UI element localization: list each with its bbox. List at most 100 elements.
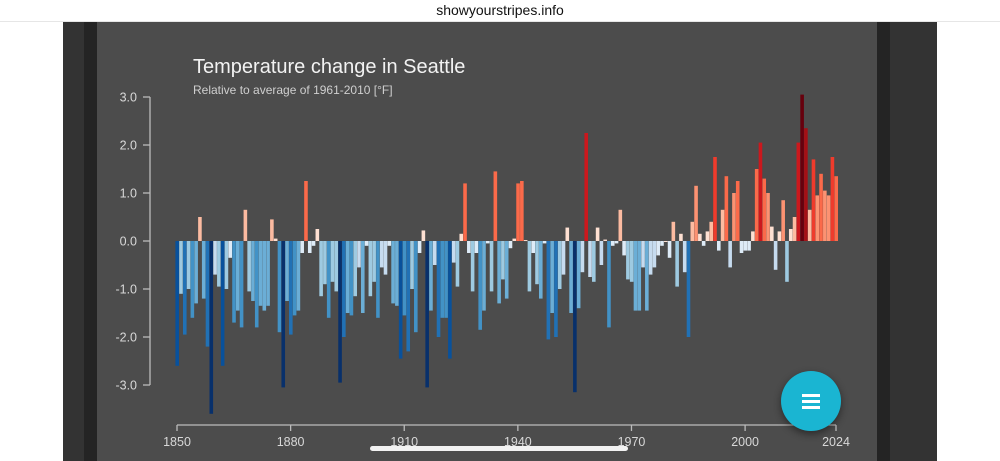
bar-1927 <box>467 241 471 253</box>
bar-1859 <box>209 241 214 414</box>
bar-1965 <box>610 241 615 246</box>
bar-1928 <box>470 241 475 292</box>
bar-1922 <box>448 241 452 359</box>
bar-2005 <box>762 178 767 241</box>
browser-url-bar[interactable]: showyourstripes.info <box>0 0 1000 22</box>
bar-2003 <box>754 169 759 241</box>
bar-1871 <box>254 241 259 328</box>
bar-2024 <box>834 176 838 241</box>
bar-2023 <box>830 157 835 241</box>
bar-1943 <box>527 241 532 292</box>
bar-1874 <box>266 241 270 306</box>
bar-1948 <box>546 241 551 340</box>
bar-1885 <box>307 241 312 253</box>
bar-1963 <box>603 239 607 241</box>
bar-1966 <box>614 241 619 244</box>
bar-2010 <box>781 200 785 241</box>
bar-1853 <box>186 241 191 289</box>
bar-2011 <box>785 241 789 282</box>
bar-1872 <box>258 241 263 306</box>
y-tick-label: -1.0 <box>115 283 137 297</box>
bar-1958 <box>584 133 589 241</box>
chart-subtitle: Relative to average of 1961-2010 [°F] <box>193 83 393 97</box>
bar-1980 <box>667 241 672 258</box>
bar-1992 <box>713 157 717 241</box>
y-tick-label: -3.0 <box>115 379 137 393</box>
bar-1868 <box>243 209 248 241</box>
x-tick-label: 2000 <box>731 435 759 449</box>
y-tick-label: 0.0 <box>120 235 137 249</box>
menu-icon-line <box>802 400 820 403</box>
bar-1942 <box>523 240 528 242</box>
bar-1993 <box>716 241 721 251</box>
bar-1994 <box>720 209 725 241</box>
bar-1956 <box>576 241 581 309</box>
bar-1976 <box>652 241 657 268</box>
bar-1977 <box>656 241 660 256</box>
bar-2020 <box>819 173 823 241</box>
y-tick-label: 3.0 <box>120 91 137 105</box>
bar-2017 <box>807 209 812 241</box>
bar-1900 <box>364 241 369 246</box>
bar-1894 <box>342 241 346 337</box>
bar-1867 <box>239 241 244 328</box>
bar-1940 <box>516 183 520 241</box>
bar-1897 <box>353 241 357 297</box>
bar-1860 <box>213 241 217 275</box>
bar-2019 <box>815 195 820 241</box>
bar-1918 <box>432 241 437 265</box>
bar-1850 <box>175 241 179 366</box>
bar-1968 <box>622 241 626 256</box>
bar-1907 <box>391 241 395 304</box>
bar-1895 <box>345 241 350 313</box>
bar-2014 <box>796 142 801 241</box>
y-tick-label: -2.0 <box>115 331 137 345</box>
bar-1896 <box>349 241 354 316</box>
bar-1920 <box>440 241 445 318</box>
bar-1924 <box>455 241 460 287</box>
bar-1882 <box>296 241 301 311</box>
bar-1883 <box>300 241 304 253</box>
bar-1975 <box>648 241 653 275</box>
menu-icon-line <box>802 406 820 409</box>
bar-1908 <box>395 241 399 306</box>
menu-button[interactable] <box>781 371 841 431</box>
bar-1884 <box>304 181 308 241</box>
bar-2001 <box>747 241 751 251</box>
bar-2018 <box>811 159 816 241</box>
bar-1915 <box>421 230 426 241</box>
bar-1960 <box>592 241 596 282</box>
bar-1864 <box>228 241 233 258</box>
bar-2009 <box>777 231 782 241</box>
bar-1904 <box>379 241 384 268</box>
bar-1898 <box>357 241 361 268</box>
home-indicator[interactable] <box>370 446 628 451</box>
x-tick-label: 1910 <box>390 435 418 449</box>
bar-1971 <box>633 241 638 311</box>
bar-1901 <box>368 241 373 297</box>
bar-2022 <box>826 195 831 241</box>
bar-1930 <box>478 241 482 330</box>
bar-1985 <box>686 241 691 337</box>
bar-1935 <box>497 241 501 304</box>
bar-1967 <box>618 209 623 241</box>
bar-1944 <box>531 241 536 253</box>
bar-1978 <box>660 241 664 246</box>
bar-1949 <box>550 241 554 313</box>
y-tick-label: 1.0 <box>120 187 137 201</box>
bar-1887 <box>315 229 320 241</box>
bar-1862 <box>220 241 225 366</box>
bar-1857 <box>201 241 206 299</box>
bar-1913 <box>414 241 418 333</box>
bar-1961 <box>595 227 600 241</box>
bar-1996 <box>728 241 732 268</box>
bar-1858 <box>205 241 210 347</box>
bar-1974 <box>645 241 649 311</box>
bar-1959 <box>588 241 592 277</box>
bar-1934 <box>493 171 498 241</box>
bar-1866 <box>236 241 240 311</box>
bar-1952 <box>561 241 566 275</box>
bar-1945 <box>535 241 539 285</box>
bar-2007 <box>770 226 774 241</box>
bar-1861 <box>217 241 221 287</box>
